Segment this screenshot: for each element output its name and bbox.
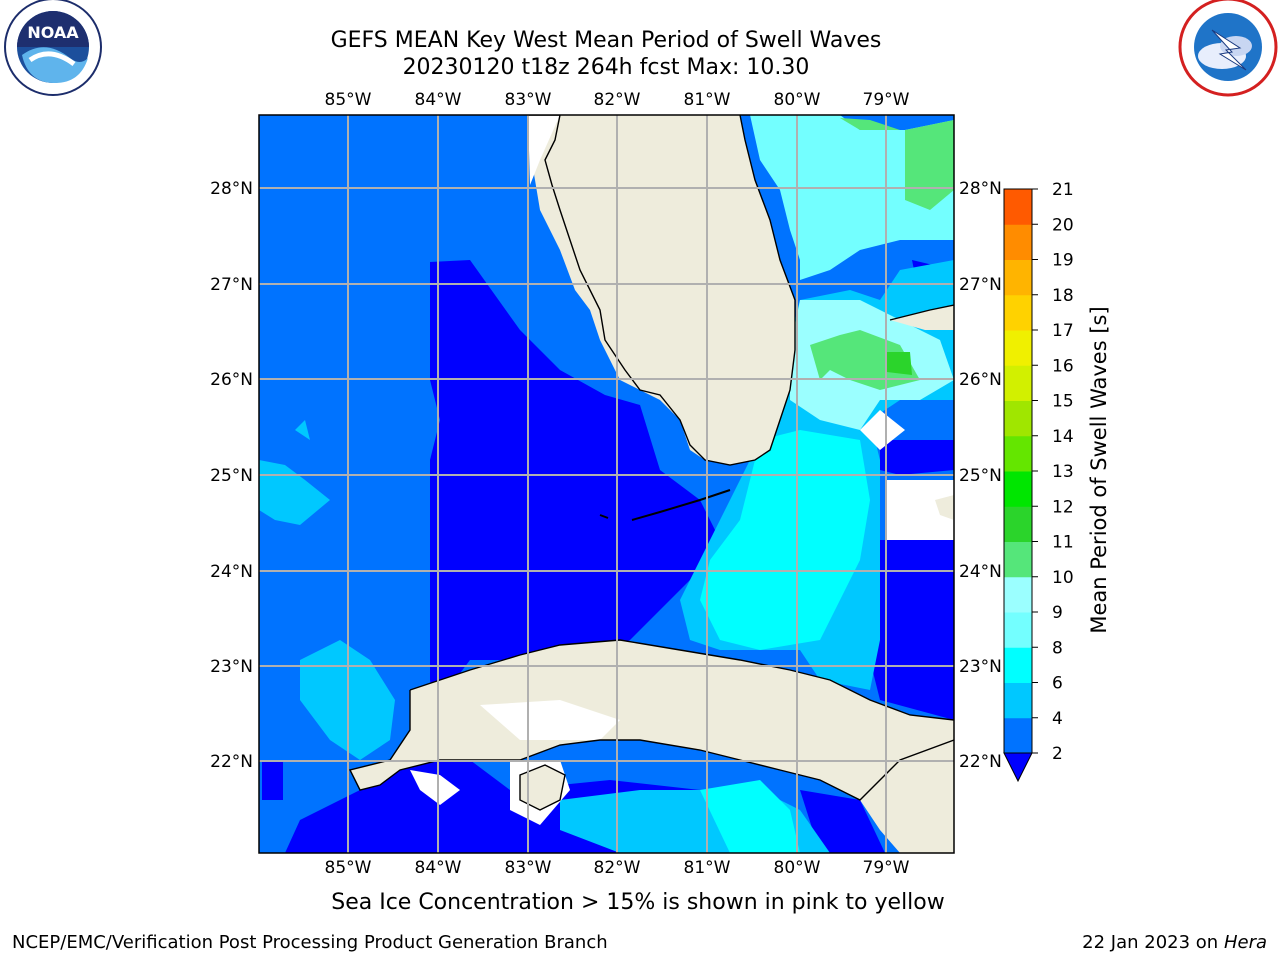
- colorbar-segment: [1004, 541, 1032, 578]
- lat-label-23n-left: 23°N: [210, 657, 253, 677]
- colorbar-segment: [1004, 189, 1032, 225]
- lat-label-25n-left: 25°N: [210, 466, 253, 486]
- footer-host: Hera: [1223, 932, 1267, 953]
- colorbar-tick-label: 11: [1052, 533, 1074, 553]
- lon-label-84w-bottom: 84°W: [415, 858, 462, 878]
- colorbar-under-triangle: [1003, 752, 1033, 783]
- colorbar-tick-label: 6: [1052, 674, 1063, 694]
- lon-label-84w-top: 84°W: [415, 90, 462, 110]
- lon-label-82w-top: 82°W: [594, 90, 641, 110]
- colorbar-tick-label: 17: [1052, 321, 1074, 341]
- lon-label-79w-top: 79°W: [863, 90, 910, 110]
- colorbar-segment: [1004, 471, 1032, 507]
- lon-label-85w-bottom: 85°W: [325, 858, 372, 878]
- colorbar-segment: [1004, 612, 1032, 648]
- lon-label-83w-top: 83°W: [505, 90, 552, 110]
- chart-title-line2: 20230120 t18z 264h fcst Max: 10.30: [402, 55, 810, 80]
- colorbar-tick-label: 14: [1052, 427, 1074, 447]
- lon-labels-top: 85°W 84°W 83°W 82°W 81°W 80°W 79°W: [325, 90, 910, 110]
- colorbar-tick-label: 10: [1052, 568, 1074, 588]
- colorbar-tick-label: 4: [1052, 709, 1063, 729]
- lat-label-27n-right: 27°N: [959, 275, 1002, 295]
- colorbar-tick-label: 21: [1052, 180, 1074, 200]
- map-field: [259, 115, 954, 853]
- lon-labels-bottom: 85°W 84°W 83°W 82°W 81°W 80°W 79°W: [325, 858, 910, 878]
- colorbar-tick-label: 13: [1052, 462, 1074, 482]
- colorbar: 2 4 6 8 9 10 11 12 13 14 15 16 17 18 19 20 21: [1003, 180, 1074, 783]
- lon-label-79w-bottom: 79°W: [863, 858, 910, 878]
- lon-label-83w-bottom: 83°W: [505, 858, 552, 878]
- footer-branch: NCEP/EMC/Verification Post Processing Pr…: [12, 932, 608, 953]
- lon-label-82w-bottom: 82°W: [594, 858, 641, 878]
- nws-logo: [1178, 0, 1278, 97]
- lon-label-80w-bottom: 80°W: [774, 858, 821, 878]
- lat-label-22n-left: 22°N: [210, 752, 253, 772]
- colorbar-segment: [1004, 400, 1032, 437]
- colorbar-tick-label: 12: [1052, 497, 1074, 517]
- lat-label-28n-right: 28°N: [959, 179, 1002, 199]
- colorbar-tick-label: 20: [1052, 215, 1074, 235]
- colorbar-segment: [1004, 717, 1032, 754]
- colorbar-tick-label: 9: [1052, 603, 1063, 623]
- lat-label-26n-right: 26°N: [959, 370, 1002, 390]
- colorbar-segment: [1004, 682, 1032, 719]
- sea-ice-caption: Sea Ice Concentration > 15% is shown in …: [331, 890, 945, 915]
- lon-label-81w-top: 81°W: [684, 90, 731, 110]
- colorbar-segment: [1004, 259, 1032, 296]
- colorbar-segment: [1004, 330, 1032, 366]
- footer-date-text: 22 Jan 2023 on: [1082, 932, 1224, 953]
- lat-label-28n-left: 28°N: [210, 179, 253, 199]
- noaa-logo-text: NOAA: [27, 23, 79, 42]
- lat-label-22n-right: 22°N: [959, 752, 1002, 772]
- map-frame: [258, 114, 955, 854]
- lat-label-25n-right: 25°N: [959, 466, 1002, 486]
- chart-title-line1: GEFS MEAN Key West Mean Period of Swell …: [330, 28, 882, 53]
- lat-label-24n-left: 24°N: [210, 562, 253, 582]
- colorbar-label: Mean Period of Swell Waves [s]: [1087, 306, 1111, 633]
- colorbar-segment: [1004, 647, 1032, 683]
- lat-labels-right: 28°N 27°N 26°N 25°N 24°N 23°N 22°N: [959, 179, 1002, 772]
- colorbar-segment: [1004, 576, 1032, 613]
- colorbar-tick-label: 16: [1052, 356, 1074, 376]
- colorbar-tick-label: 19: [1052, 251, 1074, 271]
- colorbar-segment: [1004, 224, 1032, 260]
- lat-label-24n-right: 24°N: [959, 562, 1002, 582]
- colorbar-segment: [1004, 365, 1032, 401]
- lon-label-80w-top: 80°W: [774, 90, 821, 110]
- lon-label-85w-top: 85°W: [325, 90, 372, 110]
- colorbar-tick-label: 2: [1052, 744, 1063, 764]
- lat-label-23n-right: 23°N: [959, 657, 1002, 677]
- colorbar-segment: [1004, 506, 1032, 542]
- colorbar-segment: [1004, 435, 1032, 472]
- colorbar-tick-label: 8: [1052, 638, 1063, 658]
- colorbar-segment: [1004, 294, 1032, 331]
- lat-label-27n-left: 27°N: [210, 275, 253, 295]
- lat-label-26n-left: 26°N: [210, 370, 253, 390]
- colorbar-tick-label: 15: [1052, 392, 1074, 412]
- noaa-logo: NOAA: [4, 0, 102, 96]
- lat-labels-left: 28°N 27°N 26°N 25°N 24°N 23°N 22°N: [210, 179, 253, 772]
- footer-date: 22 Jan 2023 on Hera: [1082, 932, 1267, 953]
- colorbar-tick-label: 18: [1052, 286, 1074, 306]
- lon-label-81w-bottom: 81°W: [684, 858, 731, 878]
